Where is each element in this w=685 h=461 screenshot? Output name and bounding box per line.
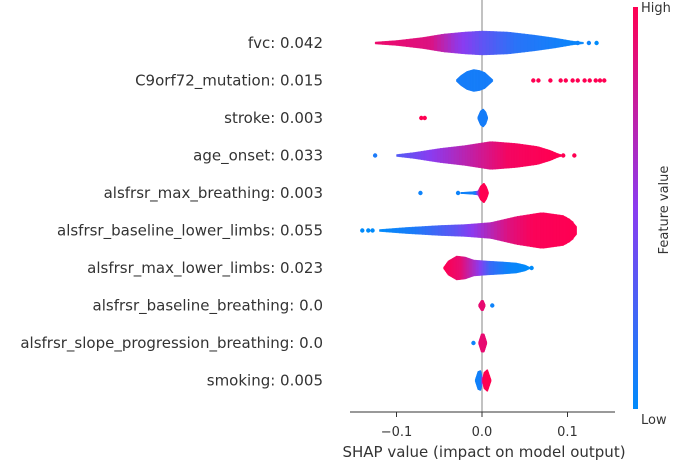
colorbar-high-label: High	[641, 1, 671, 16]
violin-segment	[557, 153, 562, 158]
outlier-point	[548, 78, 553, 83]
x-tick-label: −0.1	[381, 425, 413, 440]
x-tick-label: 0.0	[472, 425, 493, 440]
outlier-point	[455, 190, 461, 196]
feature-label: alsfrsr_max_breathing: 0.003	[104, 184, 323, 203]
feature-label: alsfrsr_baseline_breathing: 0.0	[93, 297, 323, 316]
outlier-point	[418, 190, 423, 196]
outlier-point	[490, 303, 495, 308]
violin-segment	[566, 216, 571, 245]
feature-label: age_onset: 0.033	[193, 147, 323, 166]
violin-segment	[579, 41, 584, 45]
violin-segment	[491, 78, 494, 83]
violin-segment	[485, 341, 488, 345]
outlier-point	[419, 115, 424, 121]
violin-row	[443, 255, 534, 281]
outlier-point	[593, 78, 598, 83]
outlier-point	[575, 78, 580, 83]
colorbar-title: Feature value	[657, 166, 672, 255]
outlier-point	[582, 78, 587, 83]
violin-row	[419, 108, 488, 128]
outlier-point	[536, 78, 541, 83]
outlier-point	[372, 153, 378, 158]
outlier-point	[587, 78, 592, 83]
violin-row	[471, 333, 488, 353]
outlier-point	[586, 40, 592, 46]
violin-segment	[559, 214, 564, 247]
violin-row	[418, 182, 489, 204]
violin-row	[372, 141, 577, 170]
feature-label: smoking: 0.005	[207, 372, 323, 390]
violin-row	[374, 30, 599, 56]
violin-row	[456, 69, 607, 92]
violin-segment	[569, 218, 574, 243]
feature-label: C9orf72_mutation: 0.015	[135, 72, 323, 91]
outlier-point	[561, 153, 566, 158]
colorbar: High Low Feature value	[633, 1, 672, 428]
outlier-point	[594, 40, 599, 46]
outlier-point	[597, 78, 603, 83]
x-ticks: −0.1 0.0 0.1	[381, 412, 578, 440]
violin-segment	[572, 221, 577, 240]
feature-label: alsfrsr_max_lower_limbs: 0.023	[87, 259, 323, 278]
violin-segment	[490, 378, 492, 383]
violin-segment	[549, 150, 554, 161]
feature-label: alsfrsr_baseline_lower_limbs: 0.055	[57, 222, 323, 241]
violin-row	[478, 300, 495, 311]
outlier-point	[529, 265, 534, 271]
x-tick-label: 0.1	[557, 425, 578, 440]
outlier-point	[360, 228, 365, 233]
outlier-point	[602, 78, 607, 83]
outlier-point	[563, 78, 568, 83]
violin-row	[360, 212, 577, 249]
feature-label: stroke: 0.003	[224, 109, 323, 127]
outlier-point	[422, 115, 427, 121]
violin-segment	[486, 116, 488, 120]
violin-row	[474, 369, 492, 392]
outlier-point	[558, 78, 563, 83]
outlier-point	[572, 153, 577, 158]
x-axis-label: SHAP value (impact on model output)	[342, 443, 625, 461]
outlier-point	[570, 78, 575, 83]
outlier-point	[366, 228, 371, 233]
x-axis: −0.1 0.0 0.1 SHAP value (impact on model o…	[342, 411, 626, 461]
violins-layer	[360, 30, 607, 392]
feature-label: fvc: 0.042	[248, 34, 323, 52]
violin-segment	[527, 266, 530, 270]
violin-segment	[562, 215, 568, 246]
outlier-point	[531, 78, 536, 83]
outlier-point	[471, 340, 476, 346]
colorbar-low-label: Low	[641, 413, 667, 428]
outlier-point	[370, 228, 375, 233]
outlier-point	[575, 40, 580, 46]
violin-segment	[487, 190, 489, 196]
colorbar-gradient	[633, 7, 638, 409]
feature-label: alsfrsr_slope_progression_breathing: 0.0	[20, 334, 323, 353]
feature-labels: fvc: 0.042 C9orf72_mutation: 0.015 stroke:…	[20, 34, 323, 390]
violin-segment	[484, 303, 486, 308]
